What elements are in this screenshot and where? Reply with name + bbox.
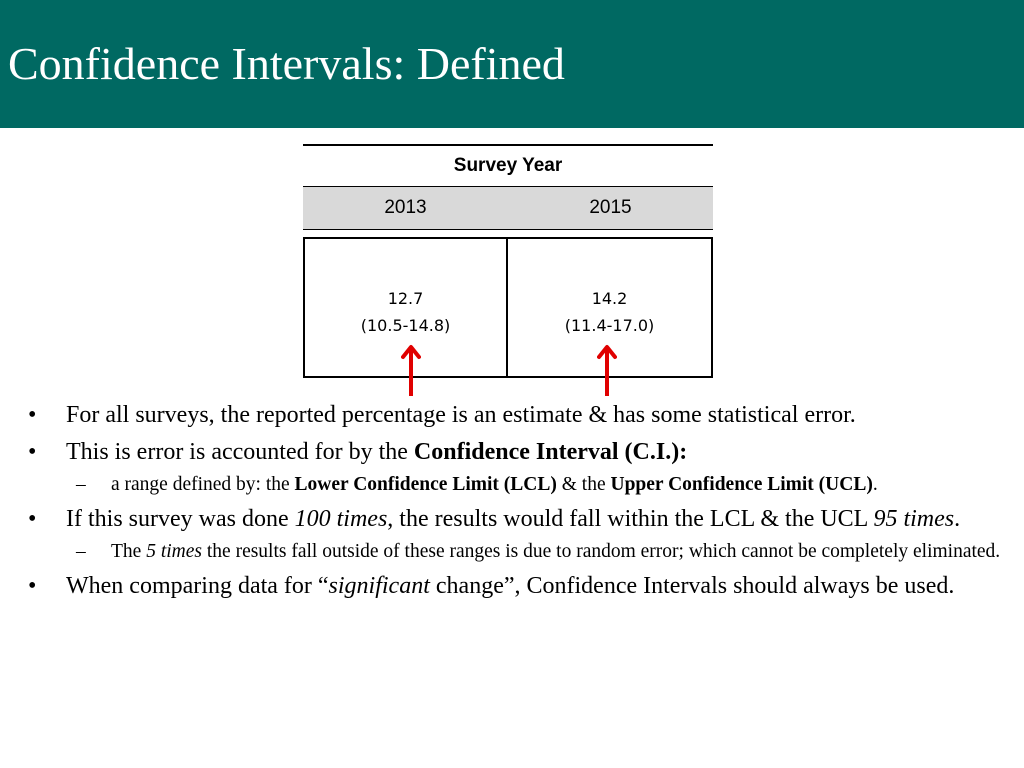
bullet-text: change”, Confidence Intervals should alw… — [429, 573, 955, 599]
sub-bullet-text: The — [111, 541, 147, 562]
bullet-icon: • — [28, 439, 37, 465]
estimate-2015: 14.2 — [591, 289, 628, 308]
bullet-icon: • — [28, 402, 37, 428]
bullet-text: , the results would fall within the LCL … — [387, 506, 874, 532]
sub-bullet-text: . — [872, 474, 878, 495]
value-cell-2015: 14.2 (11.4-17.0) — [508, 239, 711, 376]
bullet-text: If this survey was done — [66, 506, 295, 532]
bullet-item: • This is error is accounted for by the … — [28, 437, 1018, 468]
sub-bullet-item: – a range defined by: the Lower Confiden… — [28, 472, 1018, 498]
bullet-text: For all surveys, the reported percentage… — [66, 402, 856, 428]
bullet-item: • For all surveys, the reported percenta… — [28, 400, 1018, 431]
bullet-bold-text: Confidence Interval (C.I.): — [413, 439, 688, 465]
bullet-list: • For all surveys, the reported percenta… — [28, 400, 1018, 608]
bullet-text: . — [954, 506, 961, 532]
ucl-term: Upper Confidence Limit (UCL) — [610, 474, 873, 495]
up-arrow-icon — [597, 345, 617, 396]
bullet-italic-text: 95 times — [873, 506, 955, 532]
value-row: 12.7 (10.5-14.8) 14.2 (11.4-17.0) — [303, 237, 713, 378]
year-row: 2013 2015 — [303, 186, 713, 230]
survey-year-header: Survey Year — [453, 155, 563, 176]
bullet-icon: • — [28, 506, 37, 532]
up-arrow-icon — [401, 345, 421, 396]
value-cell-2013: 12.7 (10.5-14.8) — [305, 239, 509, 376]
year-2015-cell: 2015 — [589, 197, 632, 218]
bullet-italic-text: significant — [328, 573, 430, 599]
bullet-text: When comparing data for “ — [66, 573, 329, 599]
sub-bullet-text: a range defined by: the — [111, 474, 295, 495]
bullet-item: • When comparing data for “significant c… — [28, 571, 1018, 602]
table-top-rule — [303, 144, 713, 146]
year-2013-cell: 2013 — [384, 197, 427, 218]
sub-bullet-text: the results fall outside of these ranges… — [202, 541, 1001, 562]
slide-title: Confidence Intervals: Defined — [8, 38, 565, 89]
lcl-term: Lower Confidence Limit (LCL) — [294, 474, 557, 495]
bullet-italic-text: 100 times — [294, 506, 388, 532]
bullet-icon: • — [28, 573, 37, 599]
sub-bullet-item: – The 5 times the results fall outside o… — [28, 539, 1018, 565]
interval-2013: (10.5-14.8) — [360, 316, 451, 335]
interval-2015: (11.4-17.0) — [564, 316, 655, 335]
bullet-text: This is error is accounted for by the — [66, 439, 414, 465]
dash-icon: – — [76, 541, 86, 562]
sub-bullet-italic-text: 5 times — [146, 541, 202, 562]
dash-icon: – — [76, 474, 86, 495]
estimate-2013: 12.7 — [387, 289, 424, 308]
sub-bullet-text: & the — [556, 474, 611, 495]
bullet-item: • If this survey was done 100 times, the… — [28, 504, 1018, 535]
title-bar: Confidence Intervals: Defined — [0, 0, 1024, 128]
